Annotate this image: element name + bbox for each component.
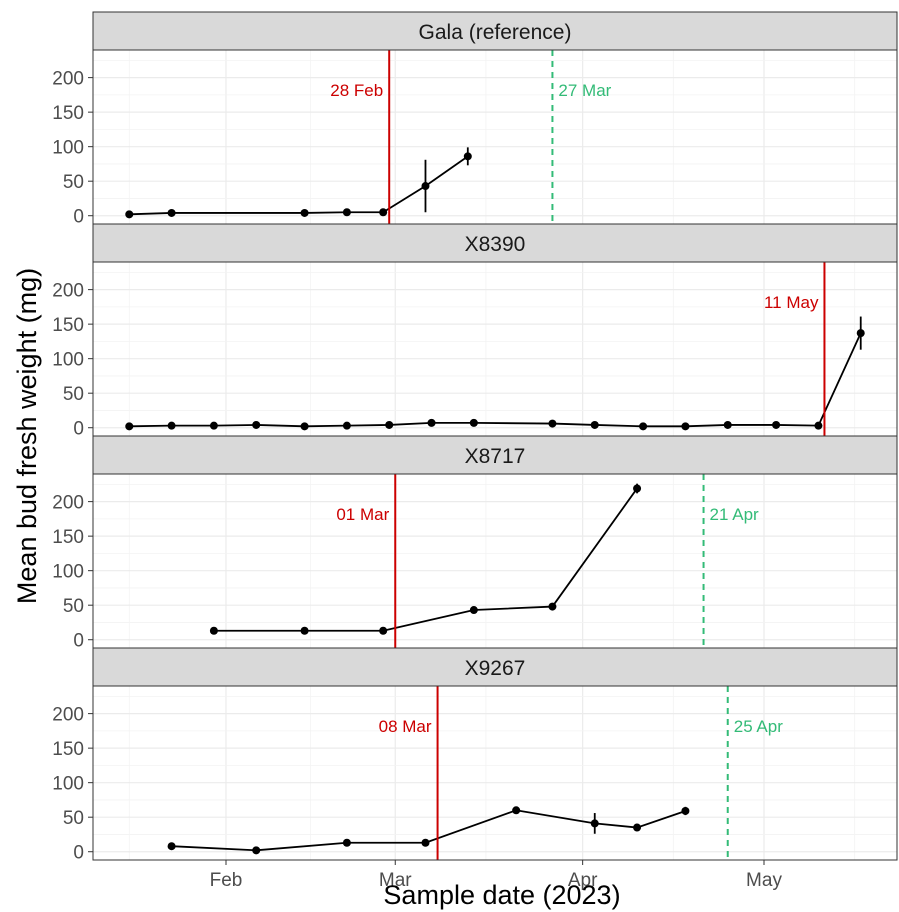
y-tick-label: 200 <box>52 705 84 726</box>
facet-strip <box>92 647 898 687</box>
y-tick-label: 0 <box>73 419 84 440</box>
y-axis-title: Mean bud fresh weight (mg) <box>12 268 42 604</box>
y-tick-label: 50 <box>63 596 84 617</box>
data-point <box>772 420 781 429</box>
data-point <box>512 806 521 815</box>
data-point <box>723 420 732 429</box>
y-tick-label: 0 <box>73 207 84 228</box>
data-point <box>856 329 865 338</box>
facet-strip <box>92 223 898 263</box>
event-label-solid: 28 Feb <box>330 81 383 100</box>
data-point <box>379 208 388 217</box>
event-label-dashed: 27 Mar <box>558 81 611 100</box>
facet-strip-label: X8390 <box>465 233 526 256</box>
y-tick-label: 200 <box>52 493 84 514</box>
data-point <box>167 421 176 430</box>
x-tick-label: May <box>746 870 782 891</box>
data-point <box>209 626 218 635</box>
data-point <box>421 182 430 191</box>
data-point <box>469 418 478 427</box>
facet-panel: X8390 0 50 100 150 200 11 May <box>52 223 898 440</box>
data-point <box>633 823 642 832</box>
x-tick-label: Feb <box>210 870 243 891</box>
series-line <box>213 487 638 632</box>
data-point <box>342 421 351 430</box>
x-tick-label: Apr <box>568 870 598 891</box>
data-point <box>463 152 472 161</box>
y-tick-label: 150 <box>52 103 84 124</box>
data-point <box>469 606 478 615</box>
data-point <box>300 626 309 635</box>
data-point <box>639 422 648 431</box>
facet-strip <box>92 11 898 51</box>
y-tick-label: 0 <box>73 843 84 864</box>
y-tick-label: 0 <box>73 631 84 652</box>
facet-strip-label: Gala (reference) <box>419 21 572 44</box>
data-point <box>385 420 394 429</box>
data-point <box>814 421 823 430</box>
data-point <box>167 208 176 217</box>
facet-strip-label: X8717 <box>465 445 526 468</box>
y-tick-label: 100 <box>52 562 84 583</box>
data-point <box>252 420 261 429</box>
series-line <box>171 809 686 852</box>
facet-panel: X9267 0 50 100 150 200 08 Mar 25 Apr Feb Mar Apr Ma… <box>52 647 898 891</box>
x-axis-title: Sample date (2023) <box>383 880 620 910</box>
y-tick-label: 150 <box>52 527 84 548</box>
facet-panel: X8717 0 50 100 150 200 01 Mar 21 Apr <box>52 435 898 652</box>
facet-strip-label: X9267 <box>465 657 526 680</box>
data-point <box>379 626 388 635</box>
data-point <box>167 842 176 851</box>
plot-background <box>93 686 897 860</box>
data-point <box>681 422 690 431</box>
event-label-solid: 08 Mar <box>379 717 432 736</box>
event-label-dashed: 25 Apr <box>734 717 783 736</box>
facet-panel: Gala (reference) 0 50 100 150 200 28 Feb 27 Mar <box>52 11 898 228</box>
y-tick-label: 150 <box>52 315 84 336</box>
data-point <box>548 419 557 428</box>
panels: Gala (reference) 0 50 100 150 200 28 Feb 27 Mar… <box>52 11 898 891</box>
data-point <box>421 838 430 847</box>
data-point <box>633 484 642 493</box>
data-point <box>427 418 436 427</box>
data-point <box>548 602 557 611</box>
y-tick-label: 100 <box>52 138 84 159</box>
y-tick-label: 150 <box>52 739 84 760</box>
plot-background <box>93 262 897 436</box>
panel-border <box>92 685 898 861</box>
data-point <box>342 838 351 847</box>
data-point <box>681 806 690 815</box>
event-label-solid: 01 Mar <box>336 505 389 524</box>
plot-background <box>93 474 897 648</box>
plot-background <box>93 50 897 224</box>
data-point <box>300 422 309 431</box>
data-point <box>590 420 599 429</box>
data-point <box>590 819 599 828</box>
event-label-solid: 11 May <box>764 293 819 312</box>
y-tick-label: 50 <box>63 384 84 405</box>
event-label-dashed: 21 Apr <box>710 505 759 524</box>
y-tick-label: 200 <box>52 281 84 302</box>
data-point <box>252 846 261 855</box>
data-point <box>209 421 218 430</box>
data-point <box>125 422 134 431</box>
data-point <box>342 208 351 217</box>
y-tick-label: 50 <box>63 808 84 829</box>
data-point <box>125 210 134 219</box>
facet-strip <box>92 435 898 475</box>
data-point <box>300 208 309 217</box>
y-tick-label: 50 <box>63 172 84 193</box>
x-tick-label: Mar <box>379 870 412 891</box>
y-tick-label: 200 <box>52 69 84 90</box>
y-tick-label: 100 <box>52 350 84 371</box>
y-tick-label: 100 <box>52 774 84 795</box>
